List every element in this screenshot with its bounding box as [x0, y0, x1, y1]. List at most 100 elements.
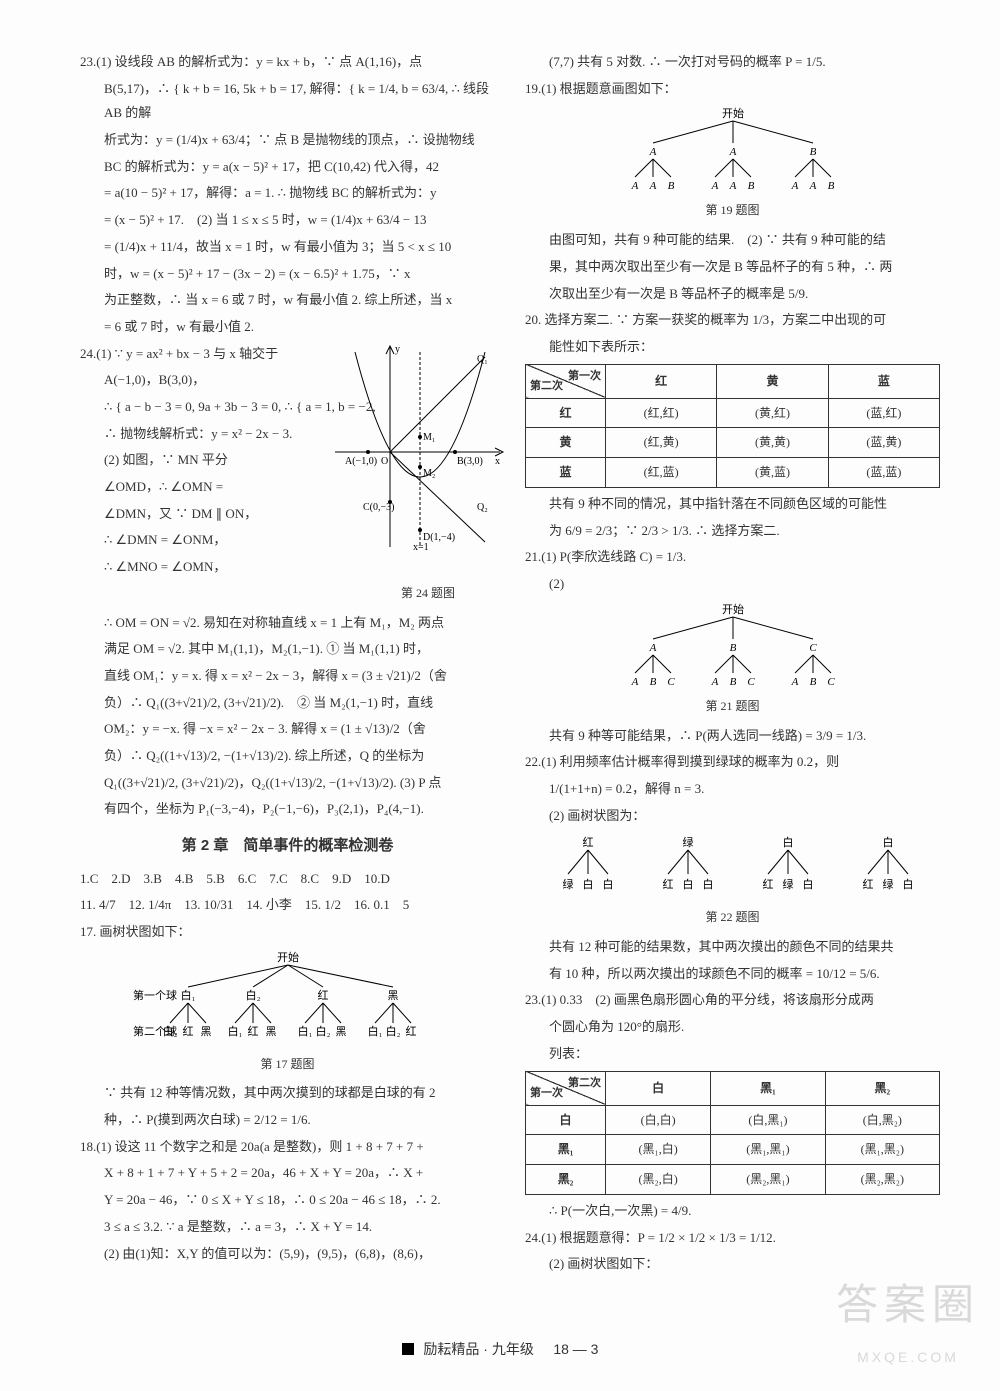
svg-text:红: 红 — [405, 1025, 416, 1038]
q24-line: Q₁((3+√21)/2, (3+√21)/2)，Q₂((1+√13)/2, −… — [80, 771, 495, 796]
table-col-header: 黑₂ — [825, 1071, 939, 1105]
svg-text:A: A — [648, 146, 656, 158]
chapter-title: 第 2 章 简单事件的概率检测卷 — [80, 832, 495, 861]
q20-line: 为 6/9 = 2/3；∵ 2/3 > 1/3. ∴ 选择方案二. — [525, 519, 940, 544]
q17-line: 种，∴ P(摸到两次白球) = 2/12 = 1/6. — [80, 1108, 495, 1133]
svg-text:开始: 开始 — [722, 106, 744, 120]
svg-text:A(−1,0): A(−1,0) — [345, 456, 377, 467]
svg-text:B(3,0): B(3,0) — [457, 456, 483, 467]
svg-text:红: 红 — [182, 1025, 193, 1038]
svg-text:A: A — [808, 180, 816, 192]
svg-text:白: 白 — [802, 877, 813, 891]
svg-text:红: 红 — [317, 989, 328, 1002]
svg-text:白₂: 白₂ — [315, 1024, 330, 1038]
svg-text:B: B — [747, 180, 754, 192]
svg-text:开始: 开始 — [722, 602, 744, 616]
q24-line: OM₂：y = −x. 得 −x = x² − 2x − 3. 解得 x = (… — [80, 717, 495, 742]
svg-text:O: O — [381, 456, 388, 467]
svg-text:白: 白 — [902, 877, 913, 891]
svg-text:绿: 绿 — [682, 835, 693, 849]
svg-text:C: C — [809, 642, 817, 654]
table-col-header: 黄 — [717, 364, 828, 398]
svg-text:B: B — [729, 642, 736, 654]
q24-line: 负）∴ Q₁((3+√21)/2, (3+√21)/2). ② 当 M₂(1,−… — [80, 691, 495, 716]
svg-text:黑: 黑 — [265, 1025, 276, 1038]
q23-line: = (x − 5)² + 17. (2) 当 1 ≤ x ≤ 5 时，w = (… — [80, 208, 495, 233]
svg-text:白: 白 — [602, 877, 613, 891]
svg-text:A: A — [790, 180, 798, 192]
svg-text:红: 红 — [862, 878, 873, 891]
svg-text:白₁: 白₁ — [367, 1024, 382, 1038]
svg-text:红: 红 — [582, 836, 593, 849]
q18-line: Y = 20a − 46，∵ 0 ≤ X + Y ≤ 18，∴ 0 ≤ 20a … — [80, 1188, 495, 1213]
table-row: 黑₁ (黑₁,白) (黑₁,黑₁) (黑₁,黑₂) — [526, 1135, 940, 1165]
svg-text:A: A — [630, 180, 638, 192]
q19-tree-figure: 开始 A A B AAB AAB AAB — [593, 105, 873, 195]
q23-line: 析式为：y = (1/4)x + 63/4；∵ 点 B 是抛物线的顶点，∴ 设抛… — [80, 128, 495, 153]
svg-text:B: B — [649, 676, 656, 688]
q19-line: 由图可知，共有 9 种可能的结果. (2) ∵ 共有 9 种可能的结 — [525, 228, 940, 253]
svg-text:A: A — [648, 180, 656, 192]
q20-table: 第一次 第二次 红 黄 蓝 红 (红,红) (黄,红) (蓝,红) 黄 (红,黄… — [525, 364, 940, 488]
q23-line: 时，w = (x − 5)² + 17 − (3x − 2) = (x − 6.… — [80, 262, 495, 287]
q22-line: 1/(1+1+n) = 0.2，解得 n = 3. — [525, 777, 940, 802]
table-row: 黄 (红,黄) (黄,黄) (蓝,黄) — [526, 428, 940, 458]
svg-text:红: 红 — [762, 878, 773, 891]
svg-text:B: B — [667, 180, 674, 192]
svg-text:白₁: 白₁ — [180, 988, 195, 1002]
svg-text:x: x — [495, 456, 500, 467]
q20-line: 共有 9 种不同的情况，其中指针落在不同颜色区域的可能性 — [525, 492, 940, 517]
svg-text:绿: 绿 — [782, 877, 793, 891]
svg-text:Q₂: Q₂ — [477, 502, 488, 513]
q18-line: 18.(1) 设这 11 个数字之和是 20a(a 是整数)，则 1 + 8 +… — [80, 1135, 495, 1160]
footer-label: 励耘精品 · 九年级 — [423, 1341, 533, 1357]
q19-line: 果，其中两次取出至少有一次是 B 等品杯子的有 5 种，∴ 两 — [525, 255, 940, 280]
svg-text:y: y — [395, 344, 400, 355]
svg-text:M₂: M₂ — [423, 468, 435, 479]
q23r-line: 列表： — [525, 1042, 940, 1067]
q18-line: 3 ≤ a ≤ 3.2. ∵ a 是整数，∴ a = 3，∴ X + Y = 1… — [80, 1215, 495, 1240]
svg-text:C: C — [667, 676, 675, 688]
table-col-header: 蓝 — [828, 364, 939, 398]
svg-text:绿: 绿 — [562, 877, 573, 891]
footer-page-no: 18 — 3 — [553, 1341, 598, 1357]
svg-text:C: C — [827, 676, 835, 688]
q21-line: (2) — [525, 572, 940, 597]
q18-line: (2) 由(1)知：X,Y 的值可以为：(5,9)，(9,5)，(6,8)，(8… — [80, 1242, 495, 1267]
q24r-line: (2) 画树状图如下： — [525, 1252, 940, 1277]
svg-text:白₂: 白₂ — [385, 1024, 400, 1038]
q24r-line: 24.(1) 根据题意得：P = 1/2 × 1/2 × 1/3 = 1/12. — [525, 1226, 940, 1251]
table-row: 白 (白,白) (白,黑₁) (白,黑₂) — [526, 1105, 940, 1135]
svg-text:B: B — [827, 180, 834, 192]
q23r-line: 23.(1) 0.33 (2) 画黑色扇形圆心角的平分线，将该扇形分成两 — [525, 988, 940, 1013]
svg-text:A: A — [648, 642, 656, 654]
svg-text:Q₁: Q₁ — [477, 354, 488, 365]
svg-text:红: 红 — [247, 1025, 258, 1038]
q24-block: y x O A(−1,0) B(3,0) C(0,−3) D(1,−4) M₁ … — [80, 342, 495, 605]
q18-line: X + 8 + 1 + 7 + Y + 5 + 2 = 20a，46 + X +… — [80, 1161, 495, 1186]
right-column: (7,7) 共有 5 对数. ∴ 一次打对号码的概率 P = 1/5. 19.(… — [525, 50, 940, 1300]
q23-line: 23.(1) 设线段 AB 的解析式为：y = kx + b，∵ 点 A(1,1… — [80, 50, 495, 75]
q23-table: 第二次 第一次 白 黑₁ 黑₂ 白 (白,白) (白,黑₁) (白,黑₂) 黑₁… — [525, 1071, 940, 1195]
svg-text:白: 白 — [882, 835, 893, 849]
table-col-header: 白 — [606, 1071, 711, 1105]
svg-text:A: A — [790, 676, 798, 688]
svg-text:C: C — [747, 676, 755, 688]
q23r-line: ∴ P(一次白,一次黑) = 4/9. — [525, 1199, 940, 1224]
svg-text:白₁: 白₁ — [227, 1024, 242, 1038]
q19-intro: 19.(1) 根据题意画图如下： — [525, 77, 940, 102]
table-row: 蓝 (红,蓝) (黄,蓝) (蓝,蓝) — [526, 458, 940, 488]
svg-text:黑: 黑 — [387, 989, 398, 1002]
svg-text:M₁: M₁ — [423, 432, 435, 443]
table-diag-header: 第一次 第二次 — [526, 364, 606, 398]
q19-line: 次取出至少有一次是 B 等品杯子的概率是 5/9. — [525, 282, 940, 307]
q17-caption: 第 17 题图 — [80, 1053, 495, 1076]
parabola-figure: y x O A(−1,0) B(3,0) C(0,−3) D(1,−4) M₁ … — [335, 342, 505, 552]
svg-text:第一个球: 第一个球 — [133, 988, 177, 1002]
page-footer: 励耘精品 · 九年级 18 — 3 — [0, 1336, 1000, 1363]
svg-text:开始: 开始 — [277, 950, 299, 964]
svg-text:A: A — [728, 146, 736, 158]
table-diag-header: 第二次 第一次 — [526, 1071, 606, 1105]
svg-text:绿: 绿 — [882, 877, 893, 891]
table-col-header: 红 — [606, 364, 717, 398]
